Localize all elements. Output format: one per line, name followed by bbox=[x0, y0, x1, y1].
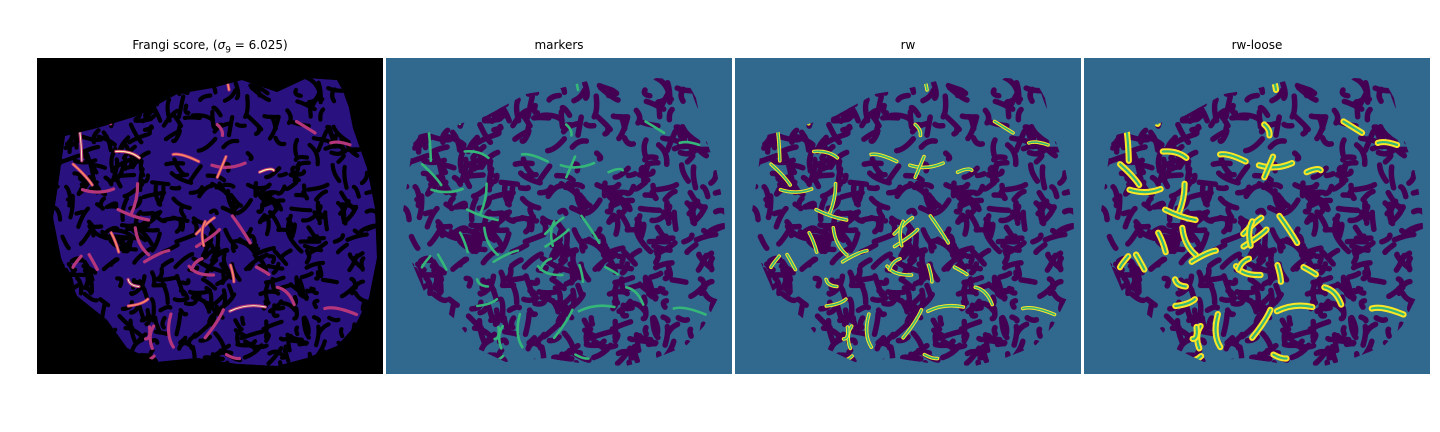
rw-image bbox=[735, 58, 1081, 374]
panel-title-rw: rw bbox=[900, 38, 916, 52]
panel-title-markers: markers bbox=[534, 38, 584, 52]
rw-loose-image bbox=[1084, 58, 1430, 374]
frangi-score-image bbox=[37, 58, 383, 374]
panel-title-rw-loose: rw-loose bbox=[1231, 38, 1283, 52]
markers-image bbox=[386, 58, 732, 374]
panel-title-frangi: Frangi score, (σ9 = 6.025) bbox=[132, 38, 288, 56]
